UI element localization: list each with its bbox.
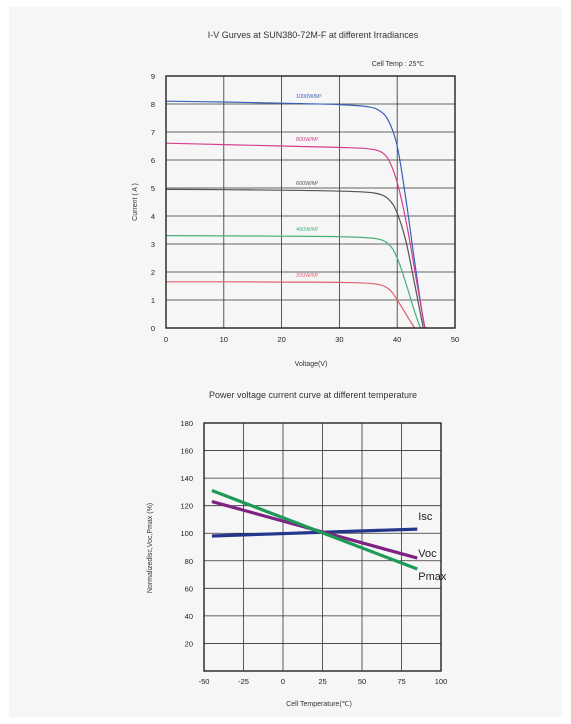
iv-plot-frame [165,75,456,329]
iv-series-label: 600W/M² [296,181,318,187]
temp-x-tick-label: 100 [435,677,448,686]
iv-series-line [165,188,424,329]
temp-series-label: Voc [418,548,437,560]
temp-y-axis-label: Normalizedlsc,Voc,Pmax (%) [147,503,154,593]
temp-x-tick-label: 25 [318,677,326,686]
iv-curve-chart: I-V Gurves at SUN380-72M-F at different … [132,30,459,368]
iv-cell-temp-annotation: Cell Temp : 25℃ [372,61,425,68]
iv-y-tick-label: 1 [151,296,155,305]
temp-y-tick-label: 140 [180,474,193,483]
temp-x-tick-label: -25 [238,677,249,686]
iv-x-tick-label: 30 [335,335,343,344]
iv-y-tick-label: 9 [151,72,155,81]
temperature-chart: Power voltage current curve at different… [147,390,447,708]
iv-y-tick-label: 3 [151,240,155,249]
temp-x-tick-label: 75 [397,677,405,686]
iv-series-line [165,235,421,329]
iv-tick-labels: 0 10 20 30 40 50 0 1 2 3 4 5 6 7 8 9 [151,72,459,344]
temp-x-axis-label: Cell Temperature(℃) [286,701,352,708]
iv-series-line [165,142,426,329]
temp-y-tick-label: 40 [185,612,193,621]
temp-chart-title: Power voltage current curve at different… [209,390,417,400]
iv-y-tick-label: 6 [151,156,155,165]
temp-series-line [211,527,418,538]
temp-series-lines [211,489,418,571]
iv-grid [165,75,456,329]
iv-series-line [165,100,427,329]
iv-y-tick-label: 8 [151,100,155,109]
iv-series-label: 800W/M² [296,137,318,143]
iv-x-tick-label: 40 [393,335,401,344]
iv-series-line [166,281,416,329]
iv-y-tick-label: 0 [151,324,155,333]
temp-y-tick-label: 80 [185,557,193,566]
temp-y-tick-label: 60 [185,584,193,593]
temp-x-tick-label: 50 [358,677,366,686]
temp-y-tick-label: 160 [180,447,193,456]
iv-y-axis-label: Current ( A ) [132,183,139,221]
iv-x-tick-label: 20 [277,335,285,344]
temp-x-tick-label: -50 [199,677,210,686]
iv-y-tick-label: 4 [151,212,155,221]
iv-x-axis-label: Voltage(V) [295,361,328,368]
iv-series-label: 400W/M² [296,227,318,233]
iv-series-label: 200W/M² [296,273,318,279]
temp-tick-labels: -50 -25 0 25 50 75 100 20 40 60 80 100 120 140 160 180 [180,419,447,686]
iv-x-tick-label: 10 [220,335,228,344]
iv-series-lines [165,100,427,329]
temp-plot-frame [203,422,442,672]
temp-series-labels: Isc Voc Pmax [418,511,447,583]
temp-x-tick-label: 0 [281,677,285,686]
iv-y-tick-label: 7 [151,128,155,137]
iv-chart-title: I-V Gurves at SUN380-72M-F at different … [208,30,419,40]
temp-y-tick-label: 20 [185,639,193,648]
iv-x-tick-label: 50 [451,335,459,344]
figure-panel [9,7,562,717]
iv-x-tick-label: 0 [164,335,168,344]
temp-y-tick-label: 180 [180,419,193,428]
iv-series-label: 1000W/M² [296,94,322,100]
iv-y-tick-label: 2 [151,268,155,277]
temp-series-line [211,489,418,571]
temp-series-label: Isc [418,511,433,523]
temp-y-tick-label: 120 [180,502,193,511]
iv-series-labels: 1000W/M² 800W/M² 600W/M² 400W/M² 200W/M² [296,94,322,279]
iv-y-tick-label: 5 [151,184,155,193]
temp-y-tick-label: 100 [180,529,193,538]
temp-grid [203,422,442,671]
temp-series-label: Pmax [418,571,447,583]
